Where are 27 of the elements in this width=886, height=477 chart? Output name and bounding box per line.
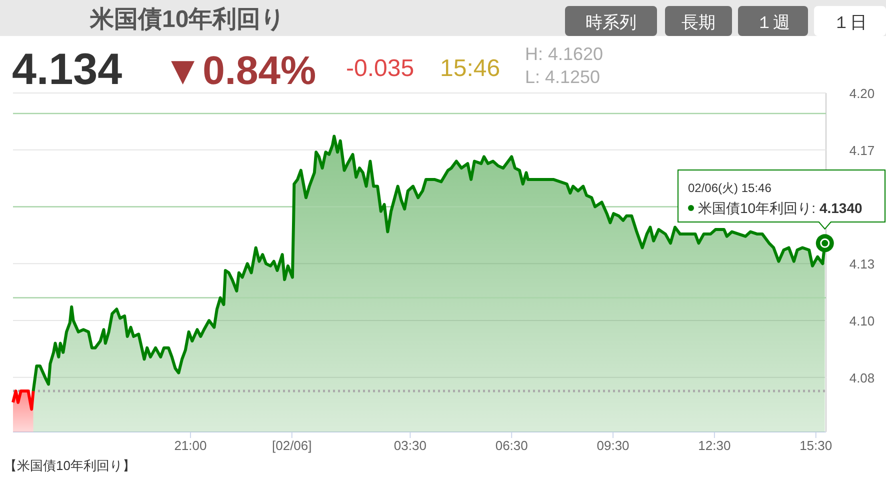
annotation: 米国債10年利回り: <box>698 200 816 216</box>
x-tick-label: 21:00 <box>174 438 207 453</box>
text: 長期 <box>682 13 716 32</box>
annotation: 4.134 <box>12 45 123 94</box>
text: ▼0.84% <box>163 49 316 93</box>
x-tick-label: 03:30 <box>394 438 426 453</box>
text: 15:46 <box>440 55 500 82</box>
text: -0.035 <box>346 55 414 82</box>
x-tick-label: 12:30 <box>698 438 731 453</box>
y-tick-label: 4.17 <box>849 142 875 158</box>
y-tick-label: 4.13 <box>849 256 875 272</box>
annotation: 02/06(火) 15:46 <box>688 181 772 195</box>
x-tick-label: 06:30 <box>495 438 528 453</box>
text: L: 4.1250 <box>525 67 600 87</box>
text: H: 4.1620 <box>525 44 604 64</box>
text: １週 <box>756 13 790 32</box>
text: 時系列 <box>586 13 636 32</box>
x-tick-label: 09:30 <box>596 438 630 453</box>
y-tick-label: 4.08 <box>849 370 875 386</box>
y-tick-label: 4.10 <box>849 314 875 329</box>
text: 【米国債10年利回り】 <box>4 458 136 473</box>
x-tick-label: [02/06] <box>272 438 312 453</box>
annotation: 4.1340 <box>819 200 863 216</box>
x-tick-label: 15:30 <box>800 438 832 453</box>
chart-title: 米国債10年利回り <box>89 6 286 33</box>
text: １日 <box>833 13 867 32</box>
y-tick-label: 4.20 <box>849 86 875 101</box>
